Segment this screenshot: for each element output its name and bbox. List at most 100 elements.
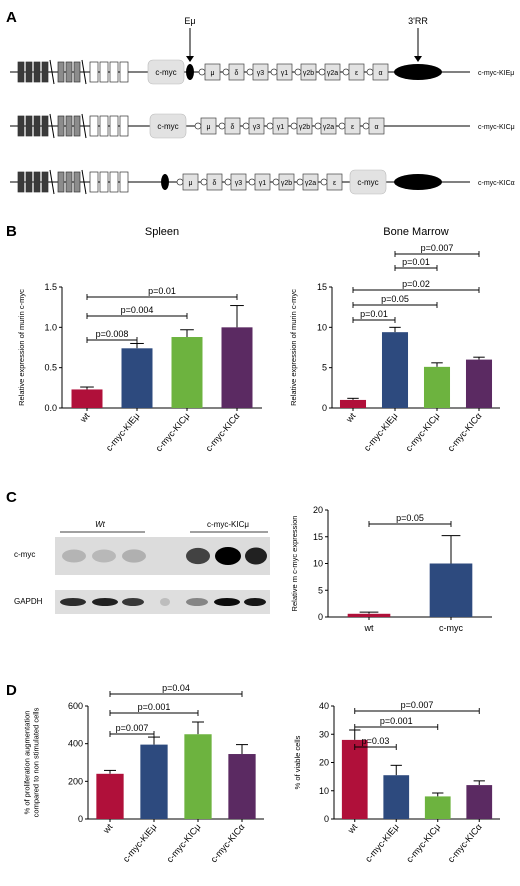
- bar-2: [424, 796, 451, 819]
- blot-bands: [60, 547, 267, 606]
- y-tick-label: 20: [313, 505, 323, 515]
- gapdh-band: [160, 598, 170, 606]
- constant-region-label: γ2b: [281, 180, 292, 187]
- switch-region: [294, 68, 302, 76]
- switch-region: [320, 178, 328, 186]
- x-tick-label: c-myc: [439, 623, 463, 633]
- constant-region: [296, 117, 313, 135]
- y-tick-label: 0: [324, 814, 329, 824]
- constant-region-label: ε: [351, 124, 354, 131]
- v-segment: [109, 115, 119, 137]
- constant-region-label: α: [374, 124, 378, 131]
- constant-region: [248, 117, 265, 135]
- constant-region-label: δ: [213, 180, 217, 187]
- sig-label: p=0.007: [401, 700, 434, 710]
- y-tick-label: 15: [313, 532, 323, 542]
- panel-label-a: A: [6, 9, 17, 26]
- construct-name: c-myc-KICα: [478, 180, 515, 187]
- sig-label: p=0.008: [96, 329, 129, 339]
- v-segment: [109, 61, 119, 83]
- constant-region: [324, 63, 341, 81]
- v-segment: [33, 171, 41, 193]
- v-segment: [41, 171, 49, 193]
- switch-region: [342, 68, 350, 76]
- switch-region: [290, 122, 298, 130]
- v-segment: [89, 115, 99, 137]
- blot-myc-label: c-myc-KICμ: [207, 520, 249, 529]
- v-segment: [73, 61, 81, 83]
- y-tick-label: 30: [319, 729, 329, 739]
- v-segment: [17, 115, 25, 137]
- y-tick-label: 1.0: [44, 322, 57, 332]
- constant-region: [348, 63, 365, 81]
- sig-label: p=0.007: [421, 243, 454, 253]
- constant-region-label: γ1: [277, 124, 285, 131]
- constant-region: [300, 63, 317, 81]
- sig-label: p=0.001: [380, 716, 413, 726]
- bar-1: [140, 744, 168, 819]
- v-segment: [99, 61, 109, 83]
- y-axis-label: Relative expression of murin c-myc: [289, 289, 298, 406]
- constant-region-label: γ3: [253, 124, 261, 131]
- switch-region: [218, 122, 226, 130]
- switch-region: [338, 122, 346, 130]
- switch-region: [246, 68, 254, 76]
- x-tick-label: wt: [77, 410, 91, 424]
- switch-region: [314, 122, 322, 130]
- bar-0: [71, 389, 103, 408]
- v-segment: [65, 61, 73, 83]
- western-blot: Wt c-myc-KICμ c-myc GAPDH: [14, 520, 270, 614]
- constant-region-label: γ2b: [299, 124, 310, 131]
- rr-arrowhead: [414, 56, 422, 62]
- blot-row-cmyc: c-myc: [14, 550, 35, 559]
- constant-region: [368, 117, 385, 135]
- y-tick-label: 0.0: [44, 403, 57, 413]
- y-axis-label-line: Relative expression of murin c-myc: [17, 289, 26, 406]
- bar-2: [171, 337, 203, 408]
- construct-kicalpha: μ δ γ3 γ1 γ2b γ2a ε c-myc c-myc-KICα: [10, 169, 515, 195]
- constant-region: [230, 173, 247, 191]
- x-tick-label: wt: [343, 410, 357, 424]
- break-mark: [49, 169, 55, 195]
- v-segment: [41, 61, 49, 83]
- y-axis-label: % of proliferation augmentationcompared …: [23, 707, 41, 817]
- myc-label: c-myc: [357, 178, 378, 187]
- constant-region-label: γ1: [281, 70, 289, 77]
- switch-region: [200, 178, 208, 186]
- constant-region: [182, 173, 199, 191]
- v-segment: [25, 115, 33, 137]
- cmyc-band: [215, 547, 241, 565]
- cmyc-band: [92, 549, 116, 563]
- constant-region: [228, 63, 245, 81]
- y-tick-label: 0: [322, 403, 327, 413]
- x-tick-label: c-myc-KICα: [446, 411, 484, 454]
- constant-region: [326, 173, 343, 191]
- v-segment: [57, 115, 65, 137]
- panel-a-constructs: c-myc μ δ γ3 γ1 γ2b γ2a ε α c-myc-KIEμ c-myc μ δ γ3 γ…: [10, 16, 515, 195]
- cmyc-band: [122, 549, 146, 563]
- y-tick-label: 10: [313, 559, 323, 569]
- break-mark: [81, 113, 87, 139]
- sig-label: p=0.05: [396, 513, 424, 523]
- v-segment: [109, 171, 119, 193]
- constant-region-label: μ: [210, 70, 214, 77]
- bar-1: [383, 775, 410, 819]
- chart-title: Bone Marrow: [383, 226, 448, 238]
- sig-label: p=0.01: [148, 286, 176, 296]
- v-segment: [73, 115, 81, 137]
- v-segment: [57, 171, 65, 193]
- bar-0: [96, 773, 124, 819]
- bar-0: [347, 613, 391, 617]
- chart-bone-marrow: Bone Marrow 0 5 10 15 Relative expression of …: [289, 226, 500, 453]
- switch-region: [366, 68, 374, 76]
- bar-3: [228, 754, 256, 819]
- v-segment: [73, 171, 81, 193]
- chart-proliferation: 0 200 400 600 % of proliferation augmentatio…: [23, 683, 264, 864]
- myc-label: c-myc: [155, 68, 176, 77]
- v-segment: [99, 115, 109, 137]
- sig-label: p=0.01: [402, 257, 430, 267]
- y-axis-label-line: % of proliferation augmentation: [23, 711, 32, 815]
- y-tick-label: 10: [317, 322, 327, 332]
- myc-box: [349, 169, 387, 195]
